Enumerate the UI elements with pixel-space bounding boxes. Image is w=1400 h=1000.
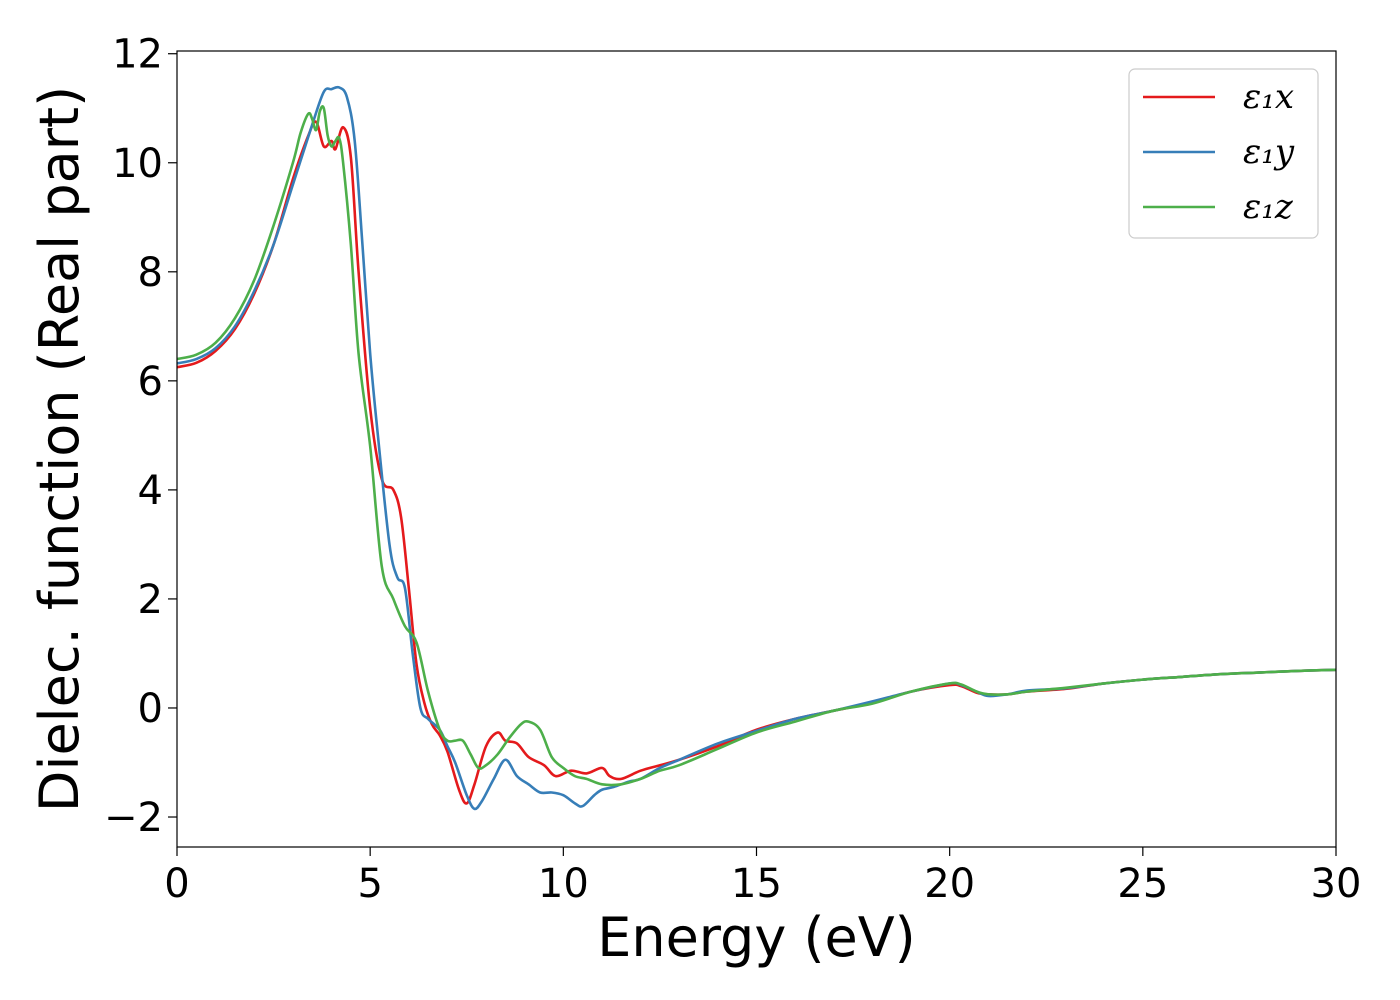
x-tick-label: 30 [1311, 861, 1362, 907]
x-tick-label: 10 [538, 861, 589, 907]
y-tick-label: −2 [104, 795, 163, 841]
y-tick-label: 8 [138, 250, 163, 296]
legend-label-eps1x: ε₁x [1243, 77, 1294, 117]
x-tick-label: 5 [357, 861, 382, 907]
series-line-eps1z [176, 105, 1337, 787]
x-tick-label: 0 [164, 861, 189, 907]
x-tick-label: 20 [924, 861, 975, 907]
y-axis-ticks: −2 0 2 4 6 8 10 12 [104, 32, 177, 841]
legend: ε₁x ε₁y ε₁z [1128, 68, 1319, 239]
y-axis-label: Dielec. function (Real part) [28, 86, 91, 812]
legend-label-eps1y: ε₁y [1243, 132, 1295, 172]
y-tick-label: 6 [138, 359, 163, 405]
legend-label-eps1z: ε₁z [1243, 187, 1294, 227]
legend-box [1128, 68, 1319, 239]
y-tick-label: 12 [112, 32, 163, 78]
x-axis-ticks: 0 5 10 15 20 25 30 [164, 847, 1361, 907]
y-tick-label: 2 [138, 577, 163, 623]
y-tick-label: 4 [138, 468, 163, 514]
series-lines [176, 85, 1337, 811]
x-tick-label: 15 [731, 861, 782, 907]
x-axis-label: Energy (eV) [597, 906, 916, 969]
y-tick-label: 0 [138, 686, 163, 732]
x-tick-label: 25 [1117, 861, 1168, 907]
y-tick-label: 10 [112, 141, 163, 187]
